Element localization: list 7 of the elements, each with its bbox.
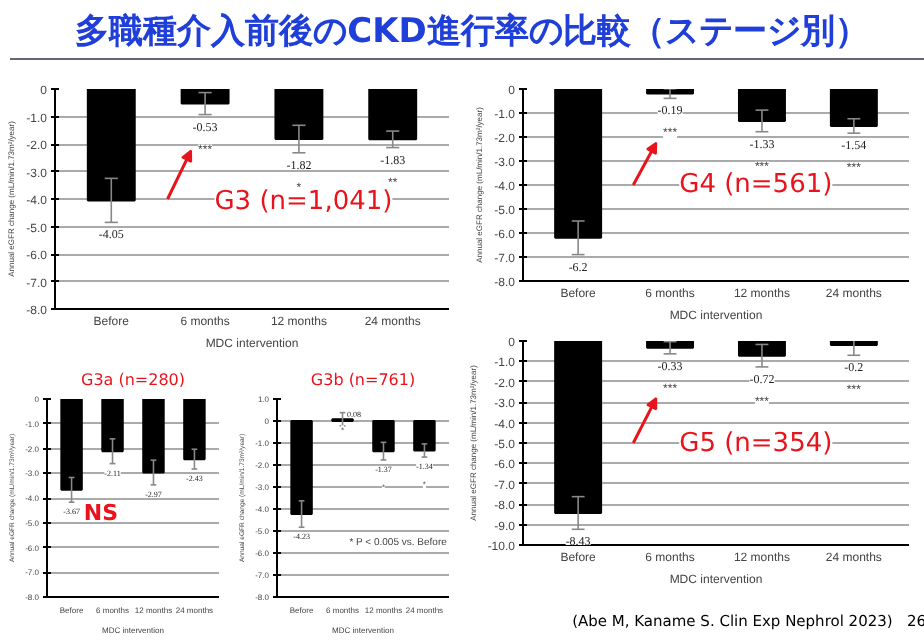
text: G5 (n=354) bbox=[679, 429, 833, 460]
chart-subtitle: G3b (n=761) bbox=[310, 371, 416, 389]
text: G4 (n=561) bbox=[679, 170, 833, 201]
annotation: NS bbox=[83, 499, 119, 526]
chart-title: 多職種介入前後のCKD進行率の比較（ステージ別） bbox=[10, 10, 924, 60]
text: G3 (n=1,041) bbox=[214, 186, 393, 217]
chart-subtitle: G3a (n=280) bbox=[80, 371, 186, 389]
